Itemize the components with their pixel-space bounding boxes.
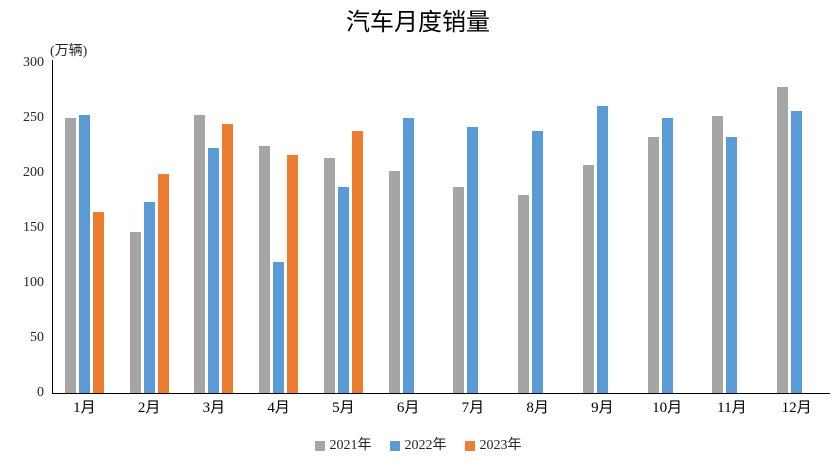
y-axis <box>52 60 53 393</box>
bar-2021年-8月 <box>518 195 530 393</box>
x-axis-label-5月: 5月 <box>332 400 355 416</box>
bar-2022年-12月 <box>791 111 803 393</box>
y-tick-label-150: 150 <box>23 220 44 235</box>
bar-2023年-2月 <box>157 174 169 393</box>
bar-2022年-10月 <box>661 118 673 393</box>
bar-2021年-9月 <box>582 165 594 393</box>
x-axis-label-8月: 8月 <box>526 400 549 416</box>
bar-2021年-4月 <box>259 145 271 393</box>
legend-swatch-icon <box>389 441 400 451</box>
x-axis <box>52 393 830 394</box>
bar-2022年-3月 <box>208 147 220 393</box>
x-axis-label-1月: 1月 <box>73 400 96 416</box>
y-tick-label-200: 200 <box>23 165 44 180</box>
bar-2021年-10月 <box>647 136 659 393</box>
legend-label: 2023年 <box>479 438 522 453</box>
bar-2023年-1月 <box>92 211 104 393</box>
legend-item-2022年: 2022年 <box>389 438 447 454</box>
legend-swatch-icon <box>464 441 475 451</box>
bar-2022年-4月 <box>273 262 285 393</box>
x-axis-label-2月: 2月 <box>137 400 161 416</box>
chart-title: 汽车月度销量 <box>346 10 490 36</box>
x-axis-label-11月: 11月 <box>717 400 747 416</box>
x-axis-label-3月: 3月 <box>202 400 226 416</box>
y-tick-label-100: 100 <box>23 275 44 290</box>
bar-2022年-6月 <box>402 118 414 393</box>
x-axis-label-9月: 9月 <box>591 400 614 416</box>
bar-2021年-12月 <box>777 87 789 393</box>
y-tick-label-0: 0 <box>37 385 44 400</box>
x-axis-label-12月: 12月 <box>781 400 812 416</box>
y-axis-unit-label: (万辆) <box>50 44 88 59</box>
x-axis-label-7月: 7月 <box>461 400 485 416</box>
bar-2021年-5月 <box>323 157 335 393</box>
bar-2021年-3月 <box>194 114 206 393</box>
x-axis-label-10月: 10月 <box>652 400 683 416</box>
bar-2021年-7月 <box>453 187 465 393</box>
legend-item-2023年: 2023年 <box>464 438 522 454</box>
bar-2023年-3月 <box>222 123 234 393</box>
legend-swatch-icon <box>314 441 325 451</box>
bar-2021年-1月 <box>64 118 76 393</box>
bar-2022年-7月 <box>467 126 479 393</box>
bar-2021年-2月 <box>129 232 141 393</box>
y-tick-label-50: 50 <box>30 330 44 345</box>
chart-legend: 2021年 2022年 2023年 <box>0 438 836 454</box>
bar-2022年-1月 <box>78 114 90 393</box>
legend-item-2021年: 2021年 <box>314 438 372 454</box>
x-axis-label-4月: 4月 <box>267 400 290 416</box>
y-tick-label-300: 300 <box>23 55 44 70</box>
bar-2022年-11月 <box>726 136 738 393</box>
bar-2022年-5月 <box>337 187 349 393</box>
legend-label: 2022年 <box>404 438 447 453</box>
bar-2021年-6月 <box>388 170 400 393</box>
bar-2023年-4月 <box>287 155 299 393</box>
legend-label: 2021年 <box>329 438 372 453</box>
bar-2022年-8月 <box>532 131 544 393</box>
bar-2021年-11月 <box>712 115 724 393</box>
y-tick-label-250: 250 <box>23 110 44 125</box>
bar-2022年-9月 <box>596 105 608 393</box>
x-axis-label-6月: 6月 <box>396 400 420 416</box>
bar-2023年-5月 <box>351 131 363 393</box>
bar-2022年-2月 <box>143 201 155 393</box>
